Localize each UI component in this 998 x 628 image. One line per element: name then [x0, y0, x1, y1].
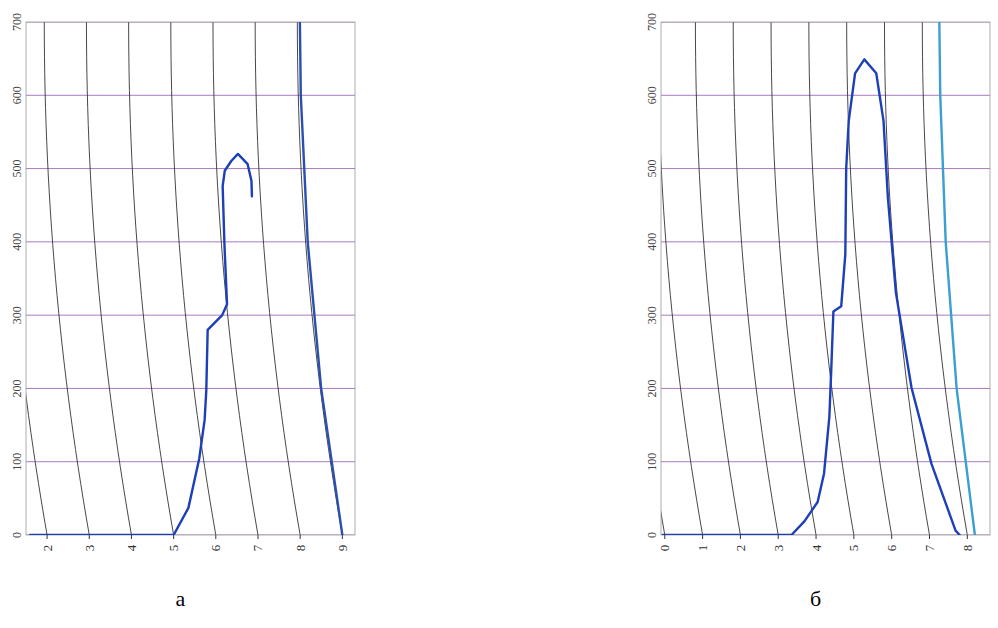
- data: [663, 22, 975, 535]
- series-line: [30, 154, 252, 535]
- grid-line-x: [255, 22, 300, 535]
- x-tick-label: 5: [166, 545, 181, 552]
- x-tick-label: 1: [695, 545, 710, 552]
- x-tick: [853, 535, 854, 539]
- x-tick: [816, 535, 817, 539]
- grid-line-y: [661, 241, 990, 242]
- grid-line-x: [771, 22, 816, 535]
- x-tick: [215, 535, 216, 539]
- y-tick-label: 700: [10, 13, 24, 31]
- y-tick-label: 400: [645, 233, 659, 251]
- x-tick: [47, 535, 48, 539]
- x-tick: [891, 535, 892, 539]
- x-tick: [173, 535, 174, 539]
- x-tick-label: 4: [124, 544, 139, 551]
- y-tick-label: 200: [10, 379, 24, 397]
- x-tick-label: 7: [922, 544, 937, 551]
- grid-line-y: [26, 315, 355, 316]
- x-tick: [702, 535, 703, 539]
- grid-line-x: [26, 22, 47, 535]
- y-tick-label: 0: [645, 532, 659, 538]
- x-tick-label: 4: [809, 544, 824, 551]
- grid-line-x: [661, 22, 665, 535]
- y-tick-label: 0: [10, 532, 24, 538]
- panel-caption: а: [176, 586, 186, 611]
- plot-frame: [26, 22, 355, 535]
- grid-line-x: [213, 22, 258, 535]
- x-tick-label: 7: [250, 544, 265, 551]
- grid-line-x: [297, 22, 342, 535]
- y-tick-label: 100: [10, 453, 24, 471]
- chart-root: 010020030040050060070023456789а010020030…: [0, 0, 998, 628]
- plot-frame: [661, 22, 990, 535]
- grid-line-x: [695, 22, 740, 535]
- x-tick-label: 6: [884, 544, 899, 551]
- x-tick-label: 9: [335, 545, 350, 552]
- x-tick: [778, 535, 779, 539]
- grid-line-x: [171, 22, 216, 535]
- x-tick-label: 8: [293, 545, 308, 552]
- x-tick: [740, 535, 741, 539]
- x-tick: [929, 535, 930, 539]
- x-tick: [131, 535, 132, 539]
- y-tick-label: 700: [645, 13, 659, 31]
- y-tick-label: 100: [645, 453, 659, 471]
- y-tick-label: 400: [10, 233, 24, 251]
- grid-line-x: [733, 22, 778, 535]
- x-tick: [967, 535, 968, 539]
- series-line: [300, 22, 342, 535]
- x-tick-label: 3: [82, 545, 97, 552]
- grid-line-y: [661, 168, 990, 169]
- series-line: [939, 22, 975, 535]
- x-tick: [300, 535, 301, 539]
- grid-line-x: [809, 22, 854, 535]
- x-tick-label: 2: [40, 545, 55, 552]
- x-tick-label: 2: [733, 545, 748, 552]
- grid-line-x: [884, 22, 929, 535]
- grid-line-y: [26, 168, 355, 169]
- grid-line-y: [26, 461, 355, 462]
- y-tick-label: 300: [10, 306, 24, 324]
- x-tick-label: 6: [208, 544, 223, 551]
- x-tick: [257, 535, 258, 539]
- panel-caption: б: [810, 586, 821, 611]
- panel: 0 100 200 300 400 500 600 700 0 1 2 3 4 5 6 7 8 б: [620, 13, 990, 611]
- x-tick-label: 0: [657, 545, 672, 552]
- grid: [661, 22, 990, 535]
- grid-line-x: [44, 22, 89, 535]
- x-tick-label: 5: [846, 545, 861, 552]
- x-tick-label: 3: [771, 545, 786, 552]
- x-tick: [342, 535, 343, 539]
- grid-line-x: [86, 22, 131, 535]
- y-tick-label: 600: [10, 86, 24, 104]
- x-tick: [89, 535, 90, 539]
- grid-line-y: [26, 95, 355, 96]
- grid-line-x: [847, 22, 892, 535]
- grid: [26, 22, 355, 535]
- y-tick-label: 500: [10, 160, 24, 178]
- y-tick-label: 500: [645, 160, 659, 178]
- grid-line-y: [26, 388, 355, 389]
- data: [30, 22, 342, 535]
- panel: 0 100 200 300 400 500 600 700 2 3 4 5 6 7 8 9 а: [2, 13, 355, 611]
- series-line: [663, 59, 960, 535]
- y-tick-label: 300: [645, 306, 659, 324]
- grid-line-y: [661, 388, 990, 389]
- y-tick-label: 600: [645, 86, 659, 104]
- x-tick: [664, 535, 665, 539]
- y-tick-label: 200: [645, 379, 659, 397]
- x-tick-label: 8: [960, 545, 975, 552]
- grid-line-x: [129, 22, 174, 535]
